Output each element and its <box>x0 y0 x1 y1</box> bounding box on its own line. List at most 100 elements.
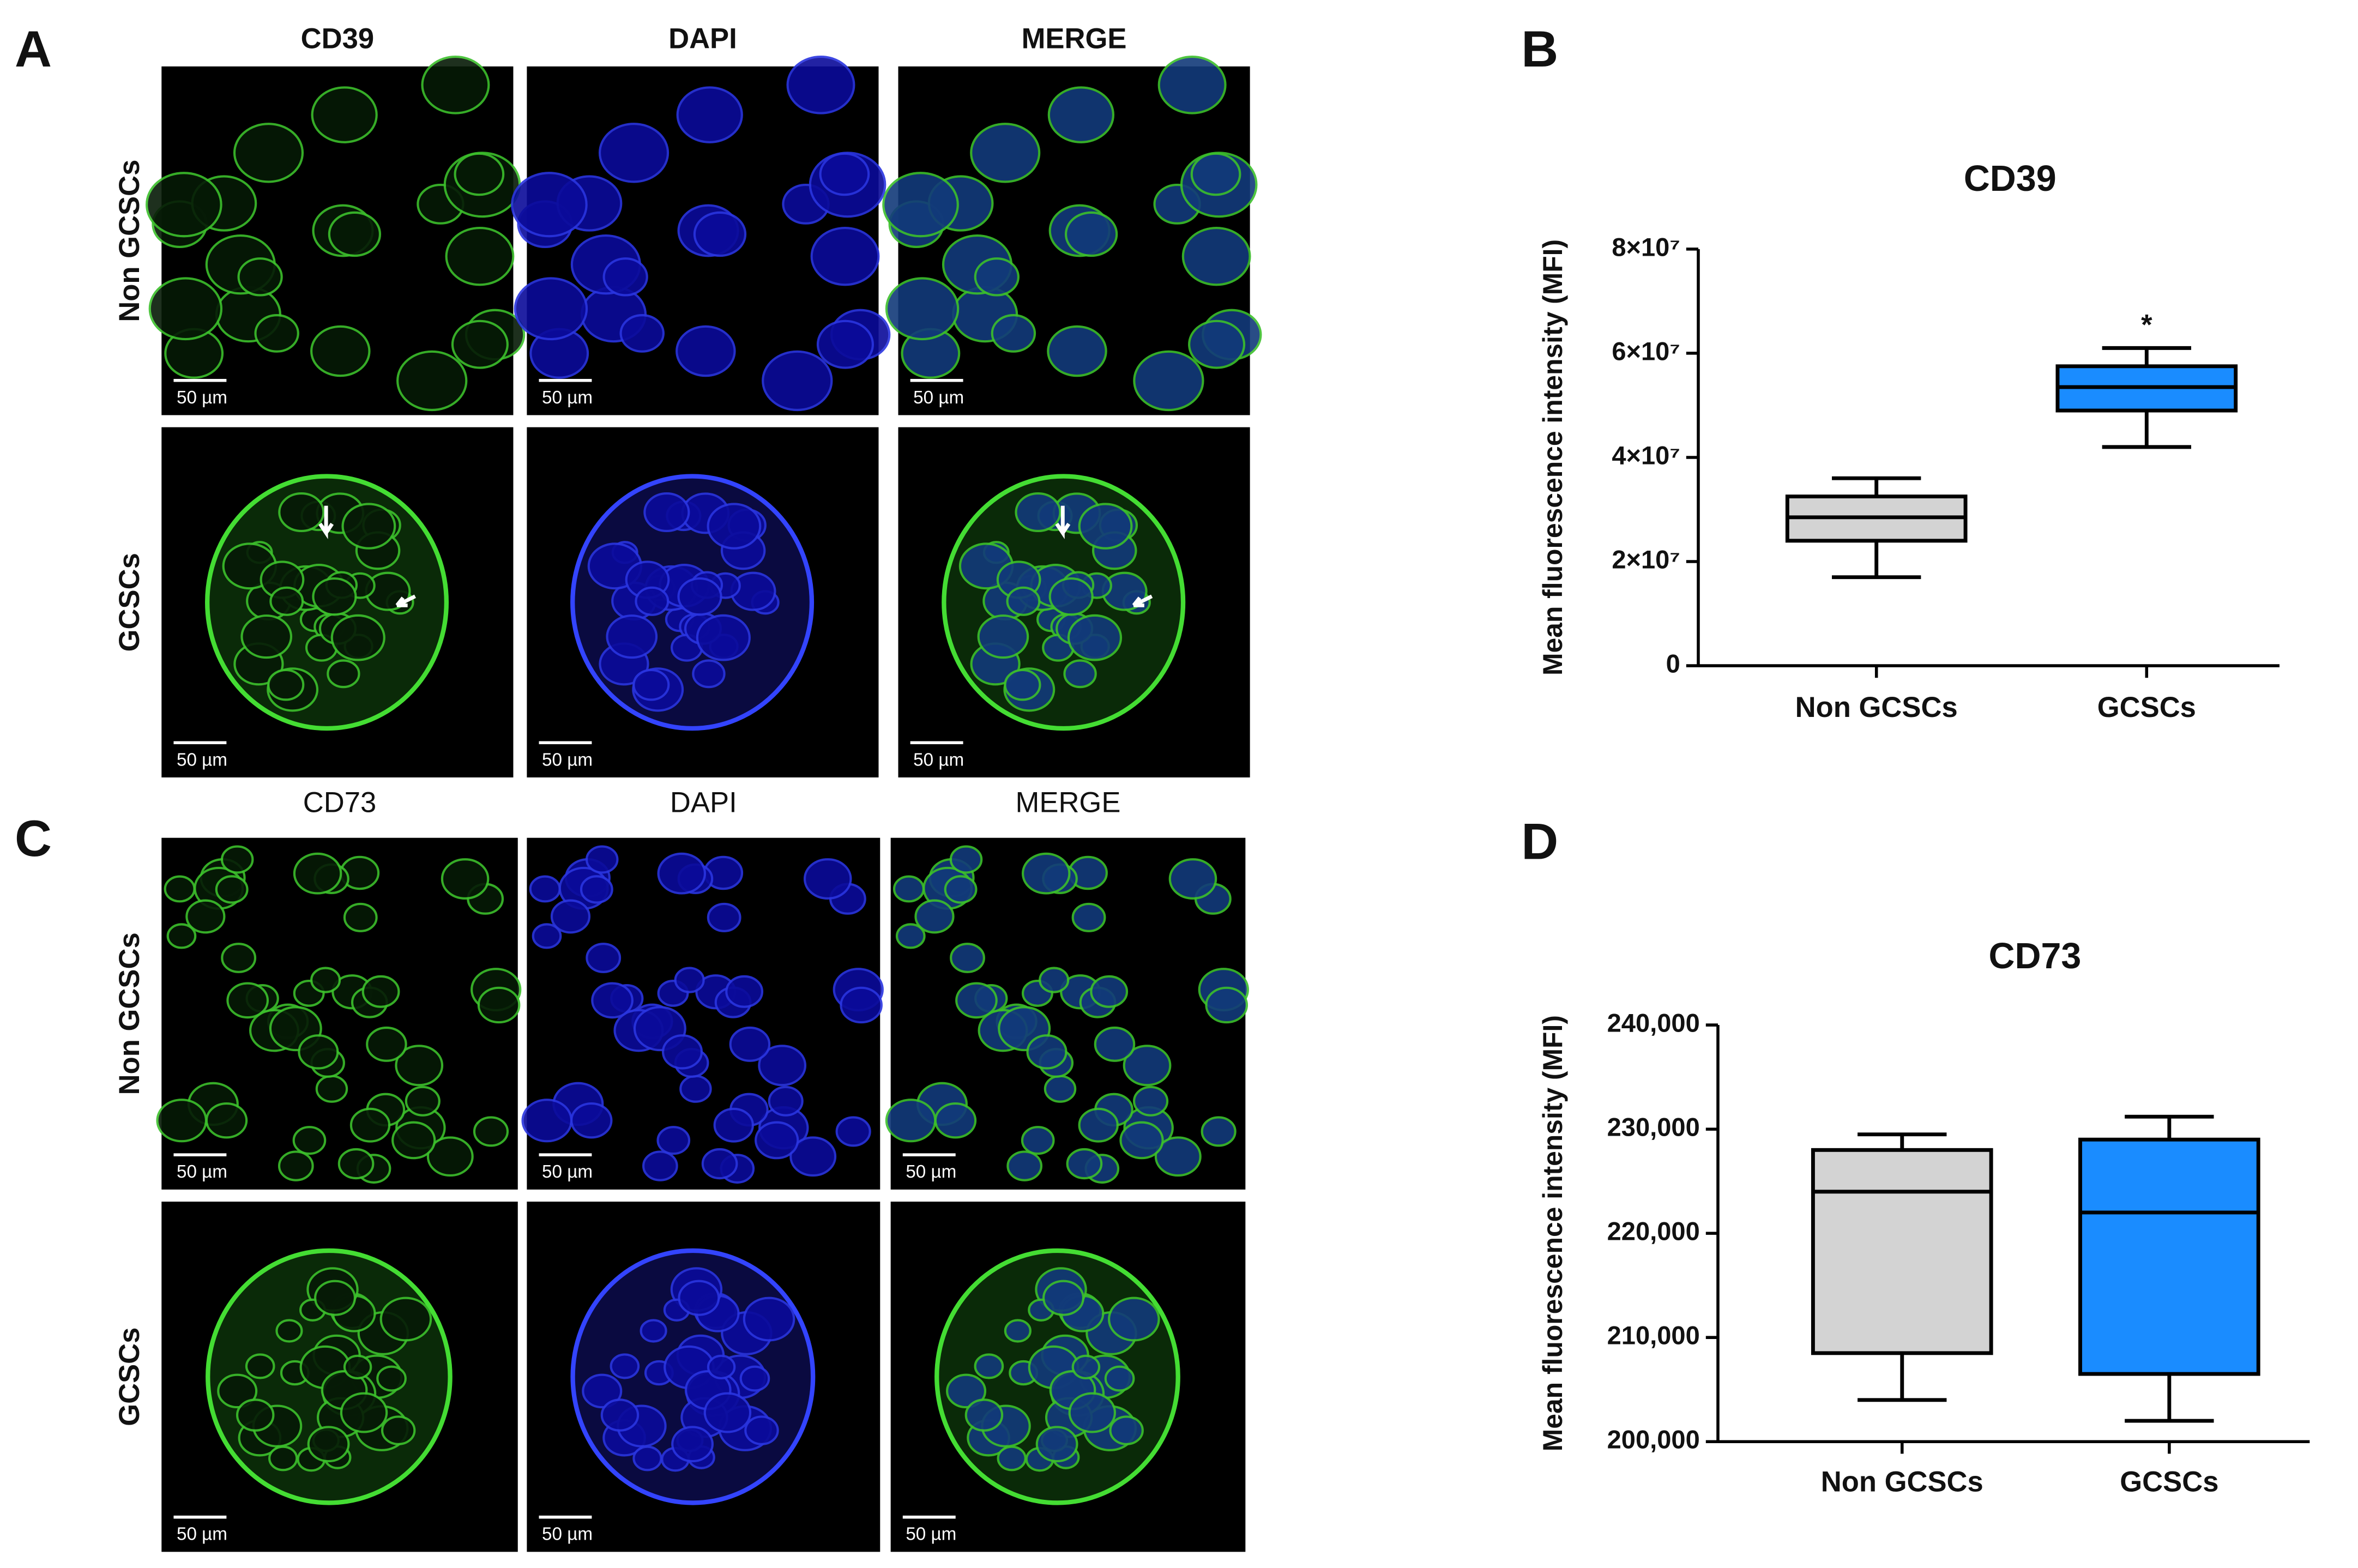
cell <box>882 172 959 238</box>
cell <box>1078 503 1133 550</box>
cell <box>376 1365 407 1392</box>
cell <box>696 614 751 661</box>
panel-letter: B <box>1521 20 1558 77</box>
y-tick-label: 8×10⁷ <box>1612 232 1680 261</box>
cell <box>268 1445 298 1471</box>
x-tick-label: GCSCs <box>2097 691 2196 723</box>
cell <box>701 1148 738 1180</box>
cell <box>606 614 658 659</box>
cell <box>215 875 249 904</box>
cell <box>267 668 305 701</box>
cell <box>1071 1354 1101 1379</box>
cell <box>1078 1107 1119 1143</box>
cell <box>379 1296 432 1342</box>
x-tick-label: Non GCSCs <box>1821 1466 1983 1498</box>
row-label: GCSCs <box>113 1328 146 1426</box>
cell <box>1090 975 1129 1008</box>
cell <box>1044 1075 1077 1103</box>
cell <box>1022 852 1071 895</box>
cell <box>743 1296 795 1342</box>
cell <box>758 1045 807 1087</box>
cell <box>1154 1136 1202 1177</box>
cell <box>148 277 223 341</box>
chart-title: CD39 <box>1964 159 2057 199</box>
cell <box>307 1426 350 1463</box>
cell <box>1063 659 1097 689</box>
cell <box>451 319 509 369</box>
cell <box>532 923 562 949</box>
cell <box>914 899 955 934</box>
cell <box>269 586 304 616</box>
annotation: * <box>2141 309 2152 341</box>
scale-bar-label: 50 µm <box>177 750 227 770</box>
cell <box>816 319 874 369</box>
scale-bar-label: 50 µm <box>906 1524 956 1545</box>
cell <box>707 503 762 550</box>
cell <box>1123 1045 1172 1087</box>
cell <box>610 1353 640 1379</box>
cell <box>226 982 269 1019</box>
cell <box>278 492 325 533</box>
column-header: DAPI <box>668 23 737 55</box>
cell <box>1133 350 1204 412</box>
scale-bar-label: 50 µm <box>542 1524 593 1545</box>
cell <box>640 1319 667 1343</box>
cell <box>1067 614 1123 661</box>
cell <box>1119 1121 1164 1160</box>
column-header: CD39 <box>301 23 374 55</box>
cell <box>426 1136 474 1177</box>
cell <box>892 875 925 903</box>
cell <box>421 55 490 114</box>
y-tick-label: 220,000 <box>1607 1217 1700 1246</box>
cell <box>236 1398 275 1432</box>
cell <box>755 1121 799 1160</box>
cell <box>240 614 293 659</box>
cell <box>729 1026 771 1062</box>
cell <box>676 325 736 377</box>
cell <box>656 1126 691 1155</box>
cell <box>674 967 705 993</box>
cell <box>602 257 648 297</box>
cell <box>946 1373 987 1409</box>
cell <box>707 902 741 932</box>
cell <box>328 211 382 257</box>
cell <box>529 875 561 903</box>
cell <box>725 975 764 1008</box>
cell <box>707 1354 736 1379</box>
cell <box>1004 1319 1032 1343</box>
y-tick-label: 230,000 <box>1607 1113 1700 1142</box>
cell <box>343 1354 372 1379</box>
cell <box>970 123 1041 183</box>
cell <box>768 1085 804 1117</box>
cell <box>1108 1296 1160 1342</box>
cell <box>221 943 257 973</box>
scale-bar-label: 50 µm <box>913 388 964 408</box>
cell <box>337 1148 375 1180</box>
scale-bar-label: 50 µm <box>542 750 593 770</box>
cell <box>789 1136 837 1177</box>
cell <box>366 1026 407 1062</box>
cell <box>245 1353 275 1379</box>
column-header: MERGE <box>1022 23 1127 55</box>
scale-bar-label: 50 µm <box>177 388 227 408</box>
cell <box>703 1392 752 1433</box>
cell <box>744 1415 779 1445</box>
cell <box>997 1445 1027 1471</box>
panel-letter: A <box>15 20 52 77</box>
cell <box>405 1085 441 1117</box>
arrow <box>1055 505 1071 539</box>
cell <box>1064 211 1118 257</box>
cell <box>739 1365 770 1392</box>
cell <box>835 1116 871 1147</box>
cell <box>693 211 747 257</box>
cell <box>955 982 998 1019</box>
cell <box>312 577 357 616</box>
x-tick-label: GCSCs <box>2120 1466 2218 1498</box>
scale-bar-label: 50 µm <box>542 388 593 408</box>
cell <box>1066 1148 1103 1180</box>
cell <box>599 123 670 183</box>
cell <box>441 858 490 900</box>
cell <box>1168 858 1217 900</box>
cell <box>166 923 197 949</box>
